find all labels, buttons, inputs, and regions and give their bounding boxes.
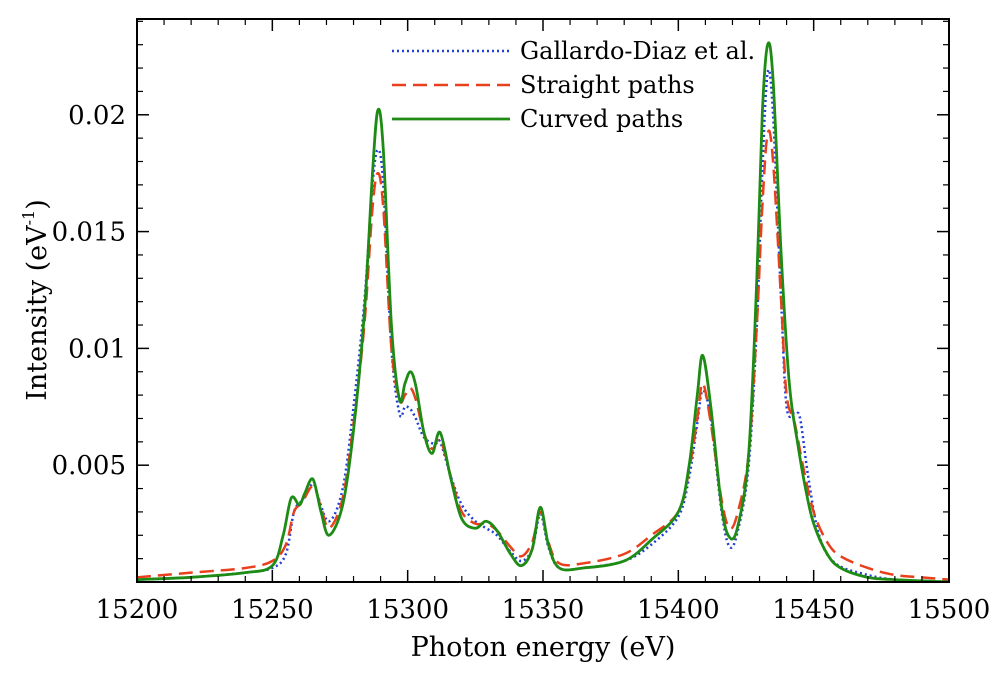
series-line-gallardo-diaz-et-al (137, 68, 949, 582)
y-tick-label: 0.01 (68, 334, 126, 364)
series-layer (137, 41, 949, 582)
x-tick-labels: 15200 15250 15300 15350 15400 15450 15500 (96, 595, 991, 625)
x-tick-label: 15200 (96, 595, 179, 625)
x-tick-label: 15300 (366, 595, 449, 625)
ticks-layer (136, 19, 950, 582)
x-tick-label: 15500 (908, 595, 991, 625)
legend: Gallardo-Diaz et al. Straight paths Curv… (392, 37, 755, 133)
plot-frame (136, 18, 950, 583)
y-tick-label: 0.005 (52, 451, 126, 481)
y-axis-label-close: ) (22, 199, 53, 210)
y-axis-label-main: Intensity (eV (22, 225, 53, 401)
x-tick-label: 15250 (231, 595, 314, 625)
y-axis-label: Intensity (eV-1) (19, 199, 53, 401)
y-tick-label: 0.015 (52, 218, 126, 248)
x-tick-label: 15350 (502, 595, 585, 625)
y-axis-label-sup: -1 (19, 210, 38, 226)
legend-entry-straight-paths: Straight paths (392, 71, 695, 99)
legend-label-straight-paths: Straight paths (520, 71, 695, 99)
x-tick-label: 15400 (637, 595, 720, 625)
legend-entry-gallardo-diaz: Gallardo-Diaz et al. (392, 37, 755, 65)
series-line-curved-paths (137, 41, 949, 582)
legend-entry-curved-paths: Curved paths (392, 105, 683, 133)
y-tick-label: 0.02 (68, 101, 126, 131)
legend-label-gallardo-diaz: Gallardo-Diaz et al. (520, 37, 755, 65)
x-axis-label: Photon energy (eV) (411, 632, 676, 663)
y-tick-labels: 0.005 0.01 0.015 0.02 (52, 101, 126, 481)
x-tick-label: 15450 (772, 595, 855, 625)
legend-label-curved-paths: Curved paths (520, 105, 683, 133)
